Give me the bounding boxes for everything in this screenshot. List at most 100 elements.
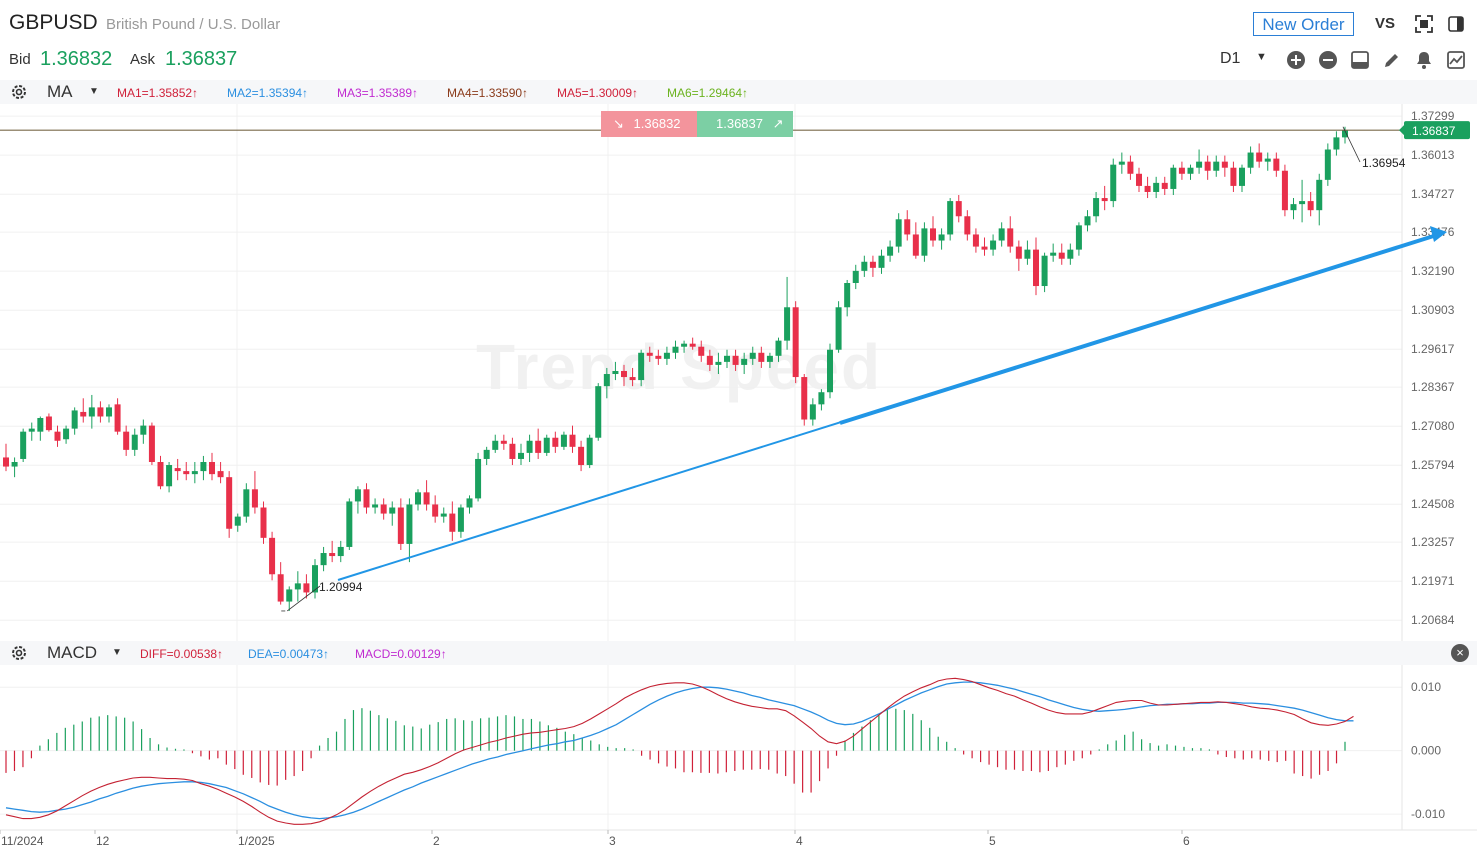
fullscreen-icon[interactable] — [1414, 14, 1434, 34]
symbol-title: GBPUSD — [9, 11, 98, 34]
symbol-name: British Pound / U.S. Dollar — [106, 16, 281, 33]
candle — [809, 398, 816, 426]
candle-body — [140, 425, 147, 435]
vs-button[interactable]: VS — [1375, 15, 1396, 32]
candle-body — [80, 411, 87, 417]
y-tick-label: 0.010 — [1411, 680, 1441, 694]
candle — [972, 228, 979, 253]
candle-body — [1204, 161, 1211, 171]
candle — [45, 413, 52, 432]
candle — [157, 455, 164, 490]
candle — [835, 301, 842, 353]
candle-body — [1178, 167, 1185, 174]
candle — [243, 483, 250, 523]
candle-body — [1118, 161, 1125, 165]
chevron-down-icon[interactable]: ▼ — [1256, 51, 1267, 63]
candle-body — [157, 462, 164, 487]
draw-pencil-icon[interactable] — [1382, 50, 1402, 70]
candle-body — [638, 352, 645, 381]
candle-body — [1333, 137, 1340, 150]
candle-body — [1273, 158, 1280, 171]
sidebar-toggle-icon[interactable] — [1446, 14, 1466, 34]
candle — [818, 389, 825, 411]
y-tick-label: 1.30903 — [1411, 303, 1455, 317]
x-tick-label: 3 — [609, 834, 616, 848]
layout-icon[interactable] — [1350, 50, 1370, 70]
main-indicator-bar: MA ▼ MA1=1.35852↑ MA2=1.35394↑ MA3=1.353… — [0, 80, 1477, 104]
candle — [1307, 191, 1314, 217]
candle — [1153, 176, 1160, 199]
candle-body — [603, 374, 610, 387]
low-price-label: 1.20994 — [319, 580, 363, 594]
candle-body — [827, 349, 833, 393]
candle-body — [578, 446, 585, 466]
candle — [998, 222, 1005, 247]
candle — [869, 255, 876, 277]
candle — [71, 407, 78, 435]
candle — [698, 340, 705, 362]
candle-body — [964, 216, 971, 235]
candle — [706, 349, 713, 371]
candle-body — [663, 352, 670, 359]
candle-body — [646, 352, 653, 356]
candle-body — [672, 346, 679, 353]
diff-value: DIFF=0.00538↑ — [140, 647, 224, 661]
close-icon[interactable]: × — [1451, 644, 1469, 662]
candle — [389, 501, 396, 526]
y-tick-label: 1.21971 — [1411, 574, 1455, 588]
candle — [603, 367, 610, 399]
candle-body — [698, 346, 705, 356]
zoom-out-icon[interactable] — [1318, 50, 1338, 70]
candle — [363, 483, 370, 514]
sell-price-tag[interactable]: ↘ 1.36832 — [601, 111, 697, 137]
candle — [183, 462, 190, 481]
candle — [88, 394, 95, 429]
candle — [1118, 152, 1125, 174]
candle-body — [492, 440, 499, 450]
candle-body — [887, 246, 894, 256]
candle-body — [724, 355, 730, 362]
candle-body — [423, 492, 430, 505]
candle — [964, 210, 971, 241]
candle-body — [869, 261, 876, 268]
candle — [234, 513, 241, 532]
candle — [1041, 252, 1048, 293]
sub-indicator-select[interactable]: MACD — [47, 643, 98, 662]
new-order-button[interactable]: New Order — [1253, 12, 1354, 36]
gear-icon[interactable] — [10, 644, 28, 662]
candle — [415, 489, 421, 511]
candle — [741, 352, 748, 375]
chevron-down-icon[interactable]: ▼ — [89, 86, 99, 97]
candle — [1204, 155, 1211, 180]
indicator-chart-icon[interactable] — [1446, 50, 1466, 70]
candle-body — [715, 361, 722, 365]
candle-body — [1101, 198, 1108, 202]
candle-body — [500, 440, 507, 444]
candle — [1136, 167, 1142, 192]
candle — [715, 352, 722, 375]
candle — [1007, 216, 1014, 253]
candle — [449, 501, 456, 541]
timeframe-select[interactable]: D1 — [1220, 50, 1241, 67]
candle-body — [226, 477, 233, 529]
dea-value: DEA=0.00473↑ — [248, 647, 330, 661]
candle — [1093, 191, 1100, 223]
candle — [1256, 143, 1263, 168]
candle-body — [998, 228, 1005, 241]
candle — [535, 428, 542, 459]
candle-body — [706, 355, 713, 365]
macd-chart[interactable]: 0.010 0.000 -0.010 11/2024 12 1/2025 2 3 4 5 6 — [0, 665, 1477, 850]
buy-price-tag[interactable]: 1.36837 ↗ — [697, 111, 793, 137]
candle-body — [586, 437, 593, 466]
candle — [1161, 176, 1168, 196]
candle — [28, 422, 35, 441]
candle-body — [131, 434, 138, 450]
zoom-in-icon[interactable] — [1286, 50, 1306, 70]
main-indicator-select[interactable]: MA — [47, 82, 73, 101]
sell-price-value: 1.36832 — [633, 116, 681, 131]
alert-bell-icon[interactable] — [1414, 50, 1434, 70]
chevron-down-icon[interactable]: ▼ — [112, 647, 122, 658]
candle — [801, 374, 808, 426]
gear-icon[interactable] — [10, 83, 28, 101]
price-chart[interactable]: 1.372991.360131.347271.334761.321901.309… — [0, 104, 1477, 641]
